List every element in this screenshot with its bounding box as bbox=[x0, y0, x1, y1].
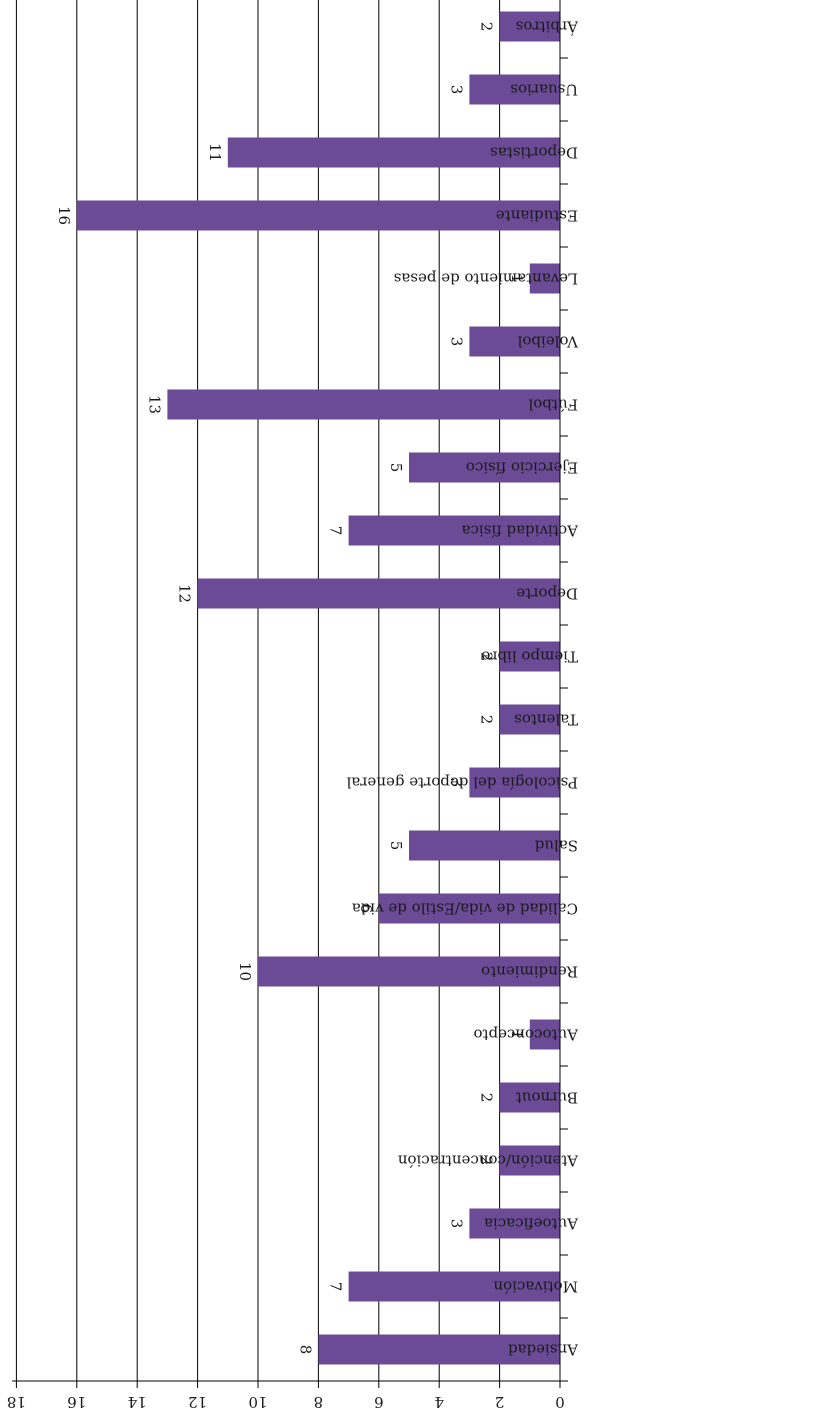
bar-value-label: 16 bbox=[55, 206, 73, 225]
bar-value-label: 2 bbox=[478, 22, 496, 32]
category-label: Salud bbox=[534, 837, 578, 855]
bar-value-label: 3 bbox=[447, 1219, 465, 1229]
bar-value-label: 3 bbox=[447, 778, 465, 788]
category-label: Usuarios bbox=[510, 81, 578, 99]
bar-19 bbox=[76, 200, 561, 231]
bar-5 bbox=[499, 1082, 560, 1113]
bar-value-label: 5 bbox=[387, 841, 405, 851]
category-label: Psicología del deporte general bbox=[346, 774, 578, 792]
bar-2 bbox=[348, 1271, 560, 1302]
category-label: Ansiedad bbox=[508, 1341, 579, 1359]
bar-7 bbox=[258, 956, 560, 987]
bar-value-label: 13 bbox=[145, 395, 163, 414]
bar-18 bbox=[529, 263, 560, 294]
category-label: Deportistas bbox=[490, 144, 578, 162]
bar-value-label: 7 bbox=[327, 1282, 345, 1292]
bar-value-label: 6 bbox=[357, 904, 375, 914]
bar-value-label: 1 bbox=[508, 1030, 526, 1040]
category-label: Actividad física bbox=[462, 522, 579, 540]
tick-label: 10 bbox=[248, 1393, 267, 1411]
category-label: Voleibol bbox=[517, 333, 579, 351]
bar-14 bbox=[348, 515, 560, 546]
category-label: Tiempo libre bbox=[481, 648, 578, 666]
bar-6 bbox=[529, 1019, 560, 1050]
bar-11 bbox=[499, 704, 560, 735]
bar-value-label: 2 bbox=[478, 715, 496, 725]
tick-label: 14 bbox=[128, 1393, 147, 1411]
category-label: Rendimiento bbox=[481, 963, 578, 981]
category-label: Autoeficacia bbox=[484, 1215, 579, 1233]
bar-value-label: 2 bbox=[478, 1093, 496, 1103]
bar-value-label: 10 bbox=[236, 962, 254, 981]
category-label: Levantamiento de pesas bbox=[394, 270, 578, 288]
tick-label: 16 bbox=[67, 1393, 86, 1411]
bar-20 bbox=[227, 137, 561, 168]
tick-label: 0 bbox=[555, 1393, 565, 1411]
bar-value-label: 3 bbox=[447, 337, 465, 347]
bar-value-label: 3 bbox=[447, 85, 465, 95]
bar-12 bbox=[499, 641, 560, 672]
category-label: Deporte bbox=[516, 585, 578, 603]
category-label: Estudiante bbox=[496, 207, 578, 225]
bar-15 bbox=[409, 452, 560, 483]
bar-value-label: 8 bbox=[296, 1345, 314, 1355]
bar-22 bbox=[499, 11, 560, 42]
bar-value-label: 11 bbox=[206, 143, 224, 162]
bar-4 bbox=[499, 1145, 560, 1176]
category-label: Autoconcepto bbox=[473, 1026, 579, 1044]
bar-value-label: 7 bbox=[327, 526, 345, 536]
tick-label: 4 bbox=[434, 1393, 444, 1411]
bar-17 bbox=[469, 326, 560, 357]
bar-9 bbox=[409, 830, 560, 861]
category-label: Ejercicio físico bbox=[466, 459, 578, 477]
category-label: Burnout bbox=[516, 1089, 578, 1107]
category-label: Atención/concentración bbox=[398, 1152, 579, 1170]
bar-8 bbox=[378, 893, 560, 924]
bars bbox=[76, 11, 561, 1365]
tick-label: 6 bbox=[374, 1393, 384, 1411]
bar-value-label: 2 bbox=[478, 1156, 496, 1166]
tick-label: 12 bbox=[188, 1393, 207, 1411]
axes bbox=[12, 0, 568, 1388]
category-label: Fútbol bbox=[528, 396, 578, 414]
bar-value-label: 2 bbox=[478, 652, 496, 662]
category-label: Calidad de vida/Estilo de vida bbox=[352, 900, 578, 918]
bar-13 bbox=[197, 578, 560, 609]
tick-label: 18 bbox=[7, 1393, 26, 1411]
category-label: Motivación bbox=[493, 1278, 578, 1296]
bar-1 bbox=[318, 1334, 560, 1365]
bar-21 bbox=[469, 74, 560, 105]
tick-label: 2 bbox=[495, 1393, 505, 1411]
bar-10 bbox=[469, 767, 560, 798]
category-label: Árbitros bbox=[516, 18, 579, 36]
bar-16 bbox=[167, 389, 560, 420]
tick-label: 8 bbox=[314, 1393, 324, 1411]
bar-value-label: 5 bbox=[387, 463, 405, 473]
bar-3 bbox=[469, 1208, 560, 1239]
bar-value-label: 12 bbox=[176, 584, 194, 603]
bar-value-label: 1 bbox=[508, 274, 526, 284]
category-label: Talentos bbox=[514, 711, 578, 729]
